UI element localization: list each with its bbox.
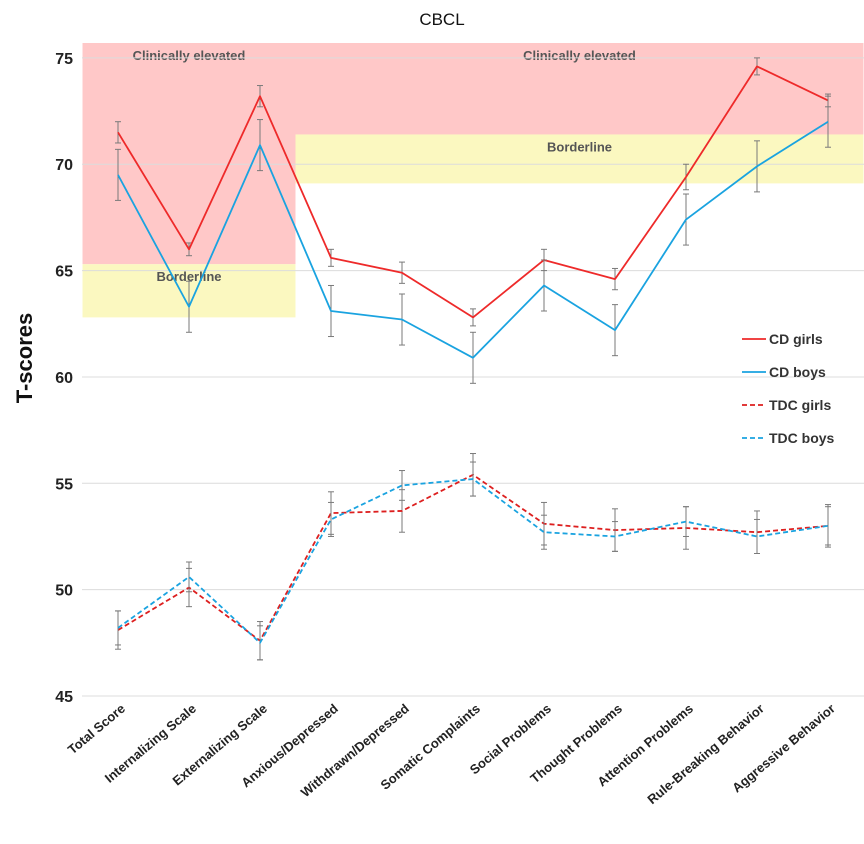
chart-title: CBCL <box>419 10 464 29</box>
y-tick-labels: 45 50 55 60 65 70 75 <box>55 51 73 706</box>
legend-label-2: TDC girls <box>769 397 831 413</box>
y-axis-label: T-scores <box>12 313 37 404</box>
band-label-clinical-0: Clinically elevated <box>133 48 246 63</box>
y-tick-70: 70 <box>55 157 73 174</box>
band-label-borderline-1: Borderline <box>156 269 221 284</box>
legend-label-1: CD boys <box>769 364 826 380</box>
series-line-3 <box>117 478 829 644</box>
legend-label-3: TDC boys <box>769 430 835 446</box>
y-tick-45: 45 <box>55 689 73 706</box>
x-tick-0: Total Score <box>65 701 128 757</box>
band-label-borderline-3: Borderline <box>547 139 612 154</box>
y-tick-60: 60 <box>55 370 73 387</box>
y-tick-65: 65 <box>55 264 73 281</box>
series-line-1 <box>117 120 829 359</box>
series-line-2 <box>117 473 829 642</box>
band-label-clinical-2: Clinically elevated <box>523 48 636 63</box>
x-tick-9: Rule-Breaking Behavior <box>644 701 767 807</box>
data-series <box>115 57 831 661</box>
series-3 <box>115 461 831 661</box>
series-line-0 <box>117 65 829 319</box>
y-tick-75: 75 <box>55 51 73 68</box>
series-1 <box>115 95 831 384</box>
legend-label-0: CD girls <box>769 331 823 347</box>
y-tick-50: 50 <box>55 583 73 600</box>
y-tick-55: 55 <box>55 476 73 493</box>
legend: CD girls CD boys TDC girls TDC boys <box>742 331 835 446</box>
